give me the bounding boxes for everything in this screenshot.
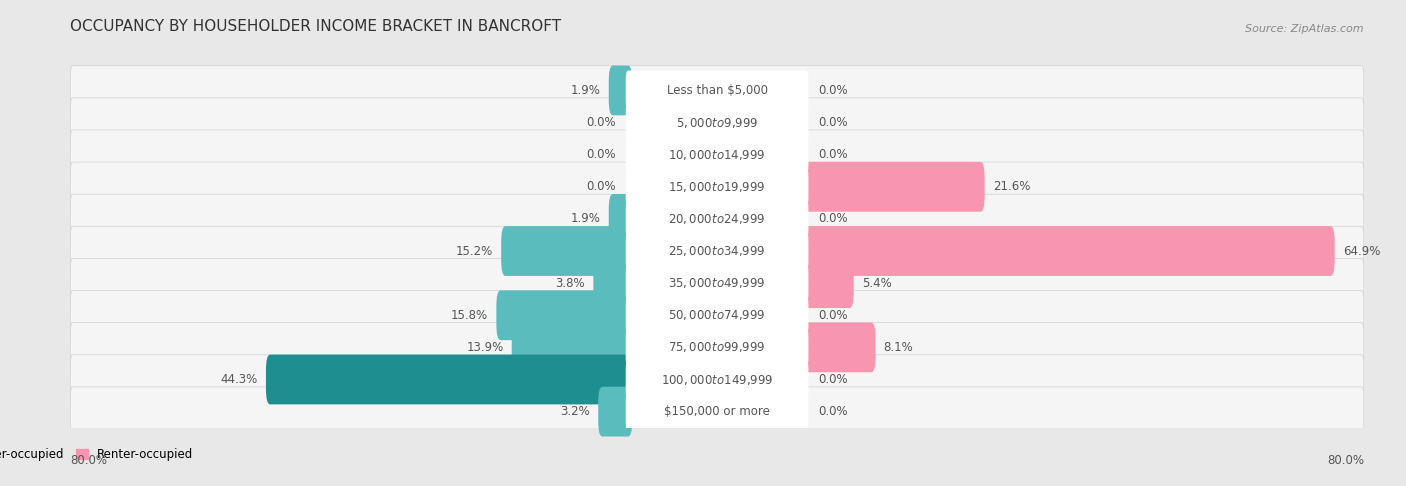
FancyBboxPatch shape: [70, 194, 1364, 243]
FancyBboxPatch shape: [626, 328, 808, 367]
FancyBboxPatch shape: [626, 103, 808, 142]
Text: 3.2%: 3.2%: [561, 405, 591, 418]
FancyBboxPatch shape: [801, 226, 1334, 276]
Text: $35,000 to $49,999: $35,000 to $49,999: [668, 276, 766, 290]
Text: 0.0%: 0.0%: [586, 148, 616, 161]
Text: $10,000 to $14,999: $10,000 to $14,999: [668, 148, 766, 162]
Text: $5,000 to $9,999: $5,000 to $9,999: [676, 116, 758, 130]
FancyBboxPatch shape: [70, 162, 1364, 211]
FancyBboxPatch shape: [626, 392, 808, 432]
FancyBboxPatch shape: [609, 194, 633, 244]
Text: 0.0%: 0.0%: [818, 148, 848, 161]
FancyBboxPatch shape: [70, 259, 1364, 308]
FancyBboxPatch shape: [626, 360, 808, 399]
Text: 21.6%: 21.6%: [993, 180, 1031, 193]
Text: 3.8%: 3.8%: [555, 277, 585, 290]
Text: 64.9%: 64.9%: [1343, 244, 1381, 258]
FancyBboxPatch shape: [70, 130, 1364, 179]
Text: 44.3%: 44.3%: [221, 373, 257, 386]
FancyBboxPatch shape: [512, 323, 633, 372]
Text: 0.0%: 0.0%: [586, 116, 616, 129]
Text: $50,000 to $74,999: $50,000 to $74,999: [668, 308, 766, 322]
Text: 0.0%: 0.0%: [818, 212, 848, 226]
FancyBboxPatch shape: [626, 199, 808, 239]
FancyBboxPatch shape: [70, 66, 1364, 115]
Text: $20,000 to $24,999: $20,000 to $24,999: [668, 212, 766, 226]
Text: 80.0%: 80.0%: [70, 453, 107, 467]
Text: $100,000 to $149,999: $100,000 to $149,999: [661, 372, 773, 386]
FancyBboxPatch shape: [626, 231, 808, 271]
Text: 0.0%: 0.0%: [818, 116, 848, 129]
Text: 0.0%: 0.0%: [818, 84, 848, 97]
FancyBboxPatch shape: [70, 355, 1364, 404]
Text: 0.0%: 0.0%: [818, 405, 848, 418]
Text: 15.2%: 15.2%: [456, 244, 494, 258]
FancyBboxPatch shape: [626, 70, 808, 110]
FancyBboxPatch shape: [70, 323, 1364, 372]
Text: Less than $5,000: Less than $5,000: [666, 84, 768, 97]
FancyBboxPatch shape: [598, 387, 633, 436]
FancyBboxPatch shape: [266, 355, 633, 404]
FancyBboxPatch shape: [70, 387, 1364, 436]
FancyBboxPatch shape: [593, 258, 633, 308]
Text: 13.9%: 13.9%: [467, 341, 503, 354]
FancyBboxPatch shape: [626, 295, 808, 335]
Text: $15,000 to $19,999: $15,000 to $19,999: [668, 180, 766, 194]
Text: OCCUPANCY BY HOUSEHOLDER INCOME BRACKET IN BANCROFT: OCCUPANCY BY HOUSEHOLDER INCOME BRACKET …: [70, 19, 561, 34]
FancyBboxPatch shape: [626, 135, 808, 174]
FancyBboxPatch shape: [626, 263, 808, 303]
FancyBboxPatch shape: [496, 290, 633, 340]
Text: 80.0%: 80.0%: [1327, 453, 1364, 467]
Legend: Owner-occupied, Renter-occupied: Owner-occupied, Renter-occupied: [0, 444, 198, 466]
FancyBboxPatch shape: [70, 291, 1364, 340]
Text: $150,000 or more: $150,000 or more: [664, 405, 770, 418]
Text: 0.0%: 0.0%: [818, 309, 848, 322]
Text: 8.1%: 8.1%: [883, 341, 914, 354]
FancyBboxPatch shape: [626, 167, 808, 207]
Text: 1.9%: 1.9%: [571, 212, 600, 226]
FancyBboxPatch shape: [609, 66, 633, 115]
Text: 0.0%: 0.0%: [586, 180, 616, 193]
Text: $25,000 to $34,999: $25,000 to $34,999: [668, 244, 766, 258]
FancyBboxPatch shape: [70, 98, 1364, 147]
Text: 15.8%: 15.8%: [451, 309, 488, 322]
FancyBboxPatch shape: [801, 162, 984, 212]
Text: $75,000 to $99,999: $75,000 to $99,999: [668, 340, 766, 354]
Text: Source: ZipAtlas.com: Source: ZipAtlas.com: [1246, 24, 1364, 34]
FancyBboxPatch shape: [801, 323, 876, 372]
FancyBboxPatch shape: [501, 226, 633, 276]
Text: 1.9%: 1.9%: [571, 84, 600, 97]
Text: 5.4%: 5.4%: [862, 277, 891, 290]
FancyBboxPatch shape: [70, 226, 1364, 276]
FancyBboxPatch shape: [801, 258, 853, 308]
Text: 0.0%: 0.0%: [818, 373, 848, 386]
